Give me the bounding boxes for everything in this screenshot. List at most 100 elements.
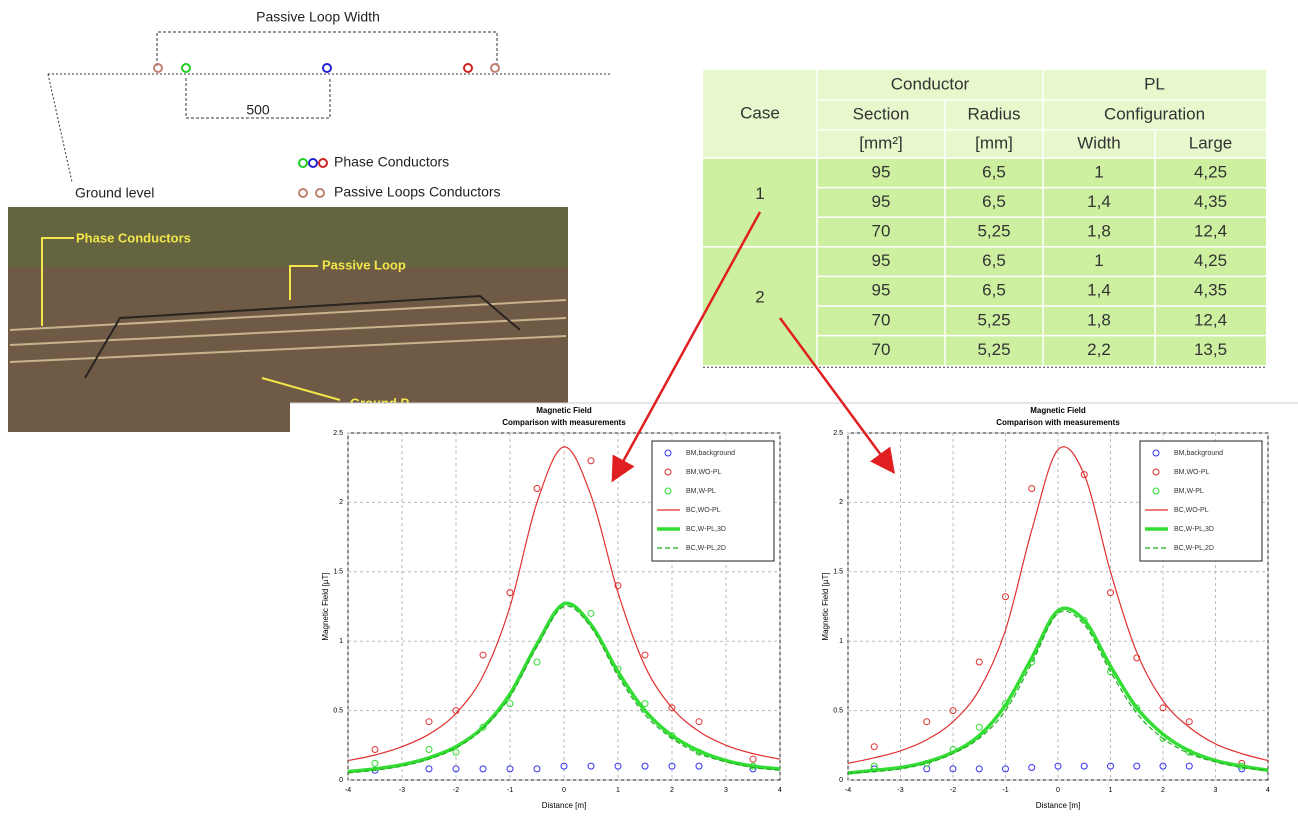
legend-label: BC,W-PL,2D [686, 545, 726, 552]
x-tick-label: -2 [950, 787, 956, 794]
y-tick-label: 1.5 [333, 569, 343, 576]
ground-pointer [48, 74, 72, 182]
width-label: Passive Loop Width [256, 9, 380, 25]
table-cell: 5,25 [977, 310, 1010, 329]
x-tick-label: -1 [1002, 787, 1008, 794]
table-cell: 12,4 [1194, 310, 1227, 329]
header-cell: Conductor [891, 74, 970, 93]
x-axis-label: Distance [m] [542, 801, 586, 810]
table-cell: 2,2 [1087, 340, 1111, 359]
x-tick-label: 0 [1056, 787, 1060, 794]
legend-label: BC,W-PL,3D [686, 526, 726, 533]
field-photo: Phase Conductors Passive Loop Ground P [8, 207, 568, 432]
chart-subtitle: Comparison with measurements [502, 418, 626, 427]
header-cell: Radius [968, 104, 1021, 123]
x-tick-label: 2 [670, 787, 674, 794]
x-tick-label: 0 [562, 787, 566, 794]
x-axis-label: Distance [m] [1036, 801, 1080, 810]
parameter-table: Case Conductor PL Section Radius Configuratio… [703, 70, 1266, 367]
legend-label: BC,W-PL,3D [1174, 526, 1214, 533]
y-tick-label: 2.5 [833, 430, 843, 437]
figure: Passive Loop Width 500 Ground level Phas… [0, 0, 1298, 826]
table-cell: 6,5 [982, 251, 1006, 270]
table-cell: 1 [1094, 162, 1103, 181]
table-cell: 6,5 [982, 162, 1006, 181]
legend-label: BM,background [1174, 450, 1223, 457]
legend-label: BM,background [686, 450, 735, 457]
header-cell: PL [1144, 74, 1165, 93]
header-cell: [mm²] [859, 133, 902, 152]
table-cell: 4,25 [1194, 162, 1227, 181]
x-tick-label: -3 [399, 787, 405, 794]
header-cell: Case [740, 103, 780, 122]
table-cell: 4,35 [1194, 192, 1227, 211]
table-cell: 95 [872, 281, 891, 300]
chart-title: Magnetic Field [536, 406, 592, 415]
width-bracket [157, 32, 497, 66]
photo-phase-label: Phase Conductors [76, 230, 191, 245]
header-cell: Width [1077, 133, 1120, 152]
table-cell: 4,25 [1194, 251, 1227, 270]
table-cell: 1,4 [1087, 281, 1111, 300]
spacing-label: 500 [246, 102, 270, 118]
table-cell: 70 [872, 310, 891, 329]
table-cell: 70 [872, 340, 891, 359]
x-tick-label: -4 [845, 787, 851, 794]
header-cell: Section [853, 104, 910, 123]
chart-subtitle: Comparison with measurements [996, 418, 1120, 427]
phase-conductor [464, 64, 472, 72]
legend-symbol [309, 159, 317, 167]
x-tick-label: 1 [616, 787, 620, 794]
y-tick-label: 1 [339, 638, 343, 645]
header-cell: Large [1189, 133, 1232, 152]
legend-label: BM,WO-PL [686, 469, 721, 476]
x-tick-label: -1 [507, 787, 513, 794]
table-cell: 1,8 [1087, 221, 1111, 240]
y-tick-label: 0.5 [333, 707, 343, 714]
legend-phase: Phase Conductors [334, 154, 449, 170]
x-tick-label: 1 [1109, 787, 1113, 794]
table-cell: 5,25 [977, 221, 1010, 240]
table-cell: 1 [1094, 251, 1103, 270]
x-tick-label: 3 [724, 787, 728, 794]
table-cell: 95 [872, 251, 891, 270]
legend-label: BC,WO-PL [1174, 507, 1209, 514]
legend-label: BM,W-PL [686, 488, 716, 495]
x-tick-label: -4 [345, 787, 351, 794]
loop-conductor [491, 64, 499, 72]
header-cell: Configuration [1104, 104, 1205, 123]
legend-symbol [299, 189, 307, 197]
y-tick-label: 2 [839, 499, 843, 506]
y-tick-label: 1 [839, 638, 843, 645]
x-tick-label: -3 [897, 787, 903, 794]
table-cell: 95 [872, 192, 891, 211]
y-tick-label: 1.5 [833, 569, 843, 576]
table-cell: 6,5 [982, 192, 1006, 211]
y-tick-label: 0 [339, 777, 343, 784]
cross-section-diagram: Passive Loop Width 500 Ground level Phas… [48, 9, 610, 201]
legend-symbol [299, 159, 307, 167]
y-tick-label: 0 [839, 777, 843, 784]
legend-symbol [319, 159, 327, 167]
legend-label: BM,W-PL [1174, 488, 1204, 495]
phase-conductor [323, 64, 331, 72]
table-cell: 12,4 [1194, 221, 1227, 240]
y-axis-label: Magnetic Field [µT] [321, 572, 330, 640]
y-axis-label: Magnetic Field [µT] [821, 572, 830, 640]
table-cell: 13,5 [1194, 340, 1227, 359]
table-cell: 1,8 [1087, 310, 1111, 329]
ground-label: Ground level [75, 185, 154, 201]
y-tick-label: 2.5 [333, 430, 343, 437]
legend-box [652, 441, 774, 561]
x-tick-label: 2 [1161, 787, 1165, 794]
header-cell: [mm] [975, 133, 1013, 152]
table-cell: 4,35 [1194, 281, 1227, 300]
phase-conductor [182, 64, 190, 72]
legend-symbol [316, 189, 324, 197]
loop-conductor [154, 64, 162, 72]
table-cell: 95 [872, 162, 891, 181]
y-tick-label: 2 [339, 499, 343, 506]
x-tick-label: 4 [778, 787, 782, 794]
x-tick-label: 3 [1214, 787, 1218, 794]
legend-box [1140, 441, 1262, 561]
